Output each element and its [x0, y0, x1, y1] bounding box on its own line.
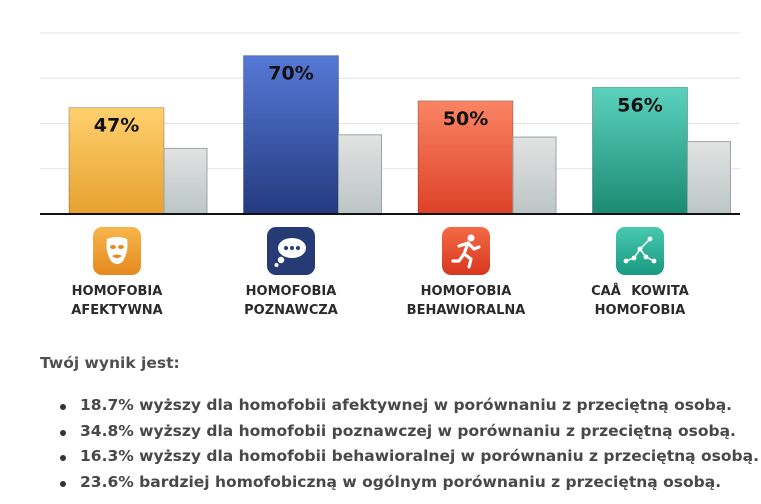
- data-label: 50%: [443, 108, 488, 130]
- summary-heading: Twój wynik jest:: [40, 354, 180, 372]
- category-label-line: POZNAWCZA: [244, 303, 338, 318]
- category-label-line: CAÅKOWITA: [591, 284, 689, 299]
- category-label-affective: HOMOFOBIA AFEKTYWNA: [37, 282, 197, 320]
- bar-average: [338, 134, 382, 215]
- result-list: 18.7% wyższy dla homofobii afektywnej w …: [40, 396, 759, 498]
- category-label-total: CAÅKOWITA HOMOFOBIA: [560, 282, 720, 320]
- category-label-line: HOMOFOBIA: [420, 284, 512, 299]
- bar-score: [68, 107, 165, 215]
- category-label-line: HOMOFOBIA: [245, 284, 337, 299]
- data-label: 47%: [94, 115, 139, 137]
- running-person-icon: [442, 227, 490, 275]
- mask-icon: [93, 227, 141, 275]
- bar-average: [687, 141, 731, 215]
- category-label-behavioral: HOMOFOBIA BEHAWIORALNA: [386, 282, 546, 320]
- bars: [68, 55, 731, 215]
- bar-average: [163, 147, 208, 215]
- category-label-line: HOMOFOBIA: [594, 303, 686, 318]
- data-labels: 47% 70% 50% 56%: [94, 63, 663, 137]
- list-item: 23.6% bardziej homofobiczną w ogólnym po…: [40, 473, 759, 499]
- bar-score: [592, 86, 688, 215]
- list-item: 18.7% wyższy dla homofobii afektywnej w …: [40, 396, 759, 422]
- category-label-cognitive: HOMOFOBIA POZNAWCZA: [211, 282, 371, 320]
- category-label-line: HOMOFOBIA: [71, 284, 163, 299]
- list-item: 34.8% wyższy dla homofobii poznawczej w …: [40, 422, 759, 448]
- bar-score: [417, 100, 514, 215]
- category-label-line: BEHAWIORALNA: [406, 303, 526, 318]
- constellation-icon: [616, 227, 664, 275]
- bar-score: [243, 55, 339, 215]
- list-item: 16.3% wyższy dla homofobii behawioralnej…: [40, 447, 759, 473]
- category-label-line: AFEKTYWNA: [71, 303, 163, 318]
- thought-bubble-icon: [267, 227, 315, 275]
- bar-chart: 47% 70% 50% 56%: [40, 32, 740, 215]
- data-label: 56%: [617, 94, 662, 116]
- bar-average: [512, 136, 557, 215]
- data-label: 70%: [268, 63, 313, 85]
